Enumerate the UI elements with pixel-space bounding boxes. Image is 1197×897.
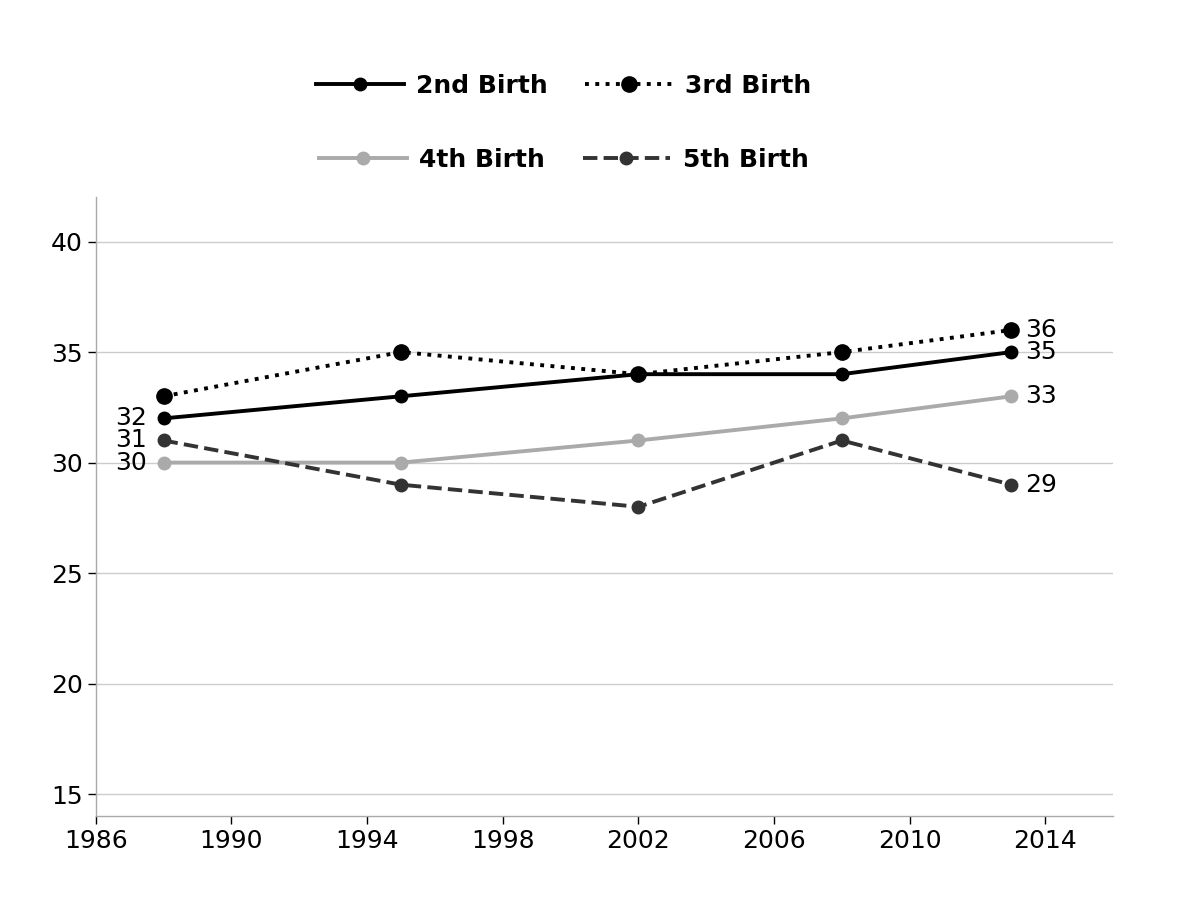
Text: 36: 36 [1025,318,1057,342]
Legend: 4th Birth, 5th Birth: 4th Birth, 5th Birth [320,148,808,172]
Text: 35: 35 [1025,340,1057,364]
Text: 33: 33 [1025,384,1057,408]
Text: 30: 30 [115,450,146,475]
Text: 31: 31 [115,429,146,452]
Text: 29: 29 [1025,473,1057,497]
Text: 32: 32 [115,406,146,431]
